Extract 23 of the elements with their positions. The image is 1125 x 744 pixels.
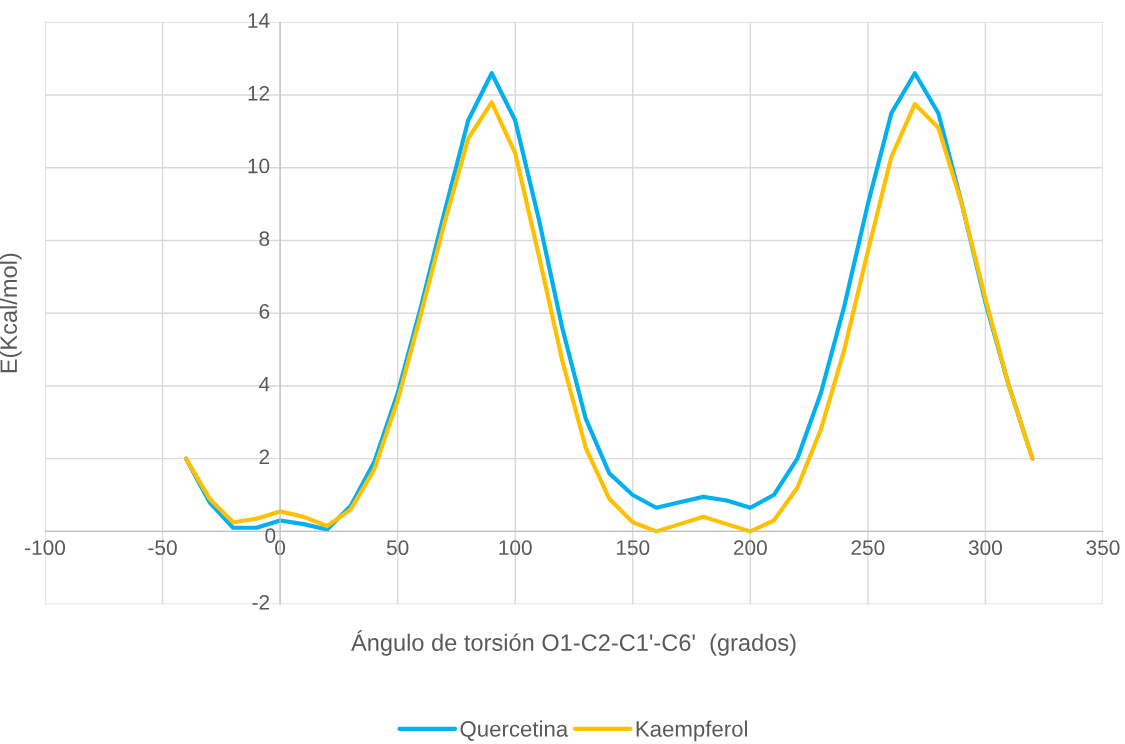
x-tick-label: 100 [499,540,532,556]
y-tick-label: 2 [259,449,270,465]
y-tick-label: 14 [248,13,270,28]
x-tick-label: 250 [851,540,885,556]
x-axis-title: Ángulo de torsión O1-C2-C1'-C6' (grados) [351,630,796,656]
x-tick-label: 300 [968,540,1002,556]
x-tick-label: 200 [733,540,767,556]
x-tick-label: 0 [275,540,286,556]
legend-label: Quercetina [460,720,569,741]
y-tick-label: 0 [265,528,276,543]
x-tick-label: 350 [1086,540,1120,556]
y-tick-label: 8 [259,231,270,247]
x-tick-label: 50 [386,540,409,556]
y-tick-label: 12 [248,85,270,101]
x-tick-label: -100 [25,540,66,556]
x-tick-label: -50 [148,540,177,556]
y-axis-title: E(Kcal/mol) [0,253,22,373]
y-tick-label: -2 [252,594,270,610]
y-tick-label: 10 [248,158,270,174]
x-tick-label: 150 [616,540,650,556]
y-tick-label: 6 [259,304,270,319]
legend-label: Kaempferol [636,720,747,742]
y-tick-label: 4 [258,377,270,392]
